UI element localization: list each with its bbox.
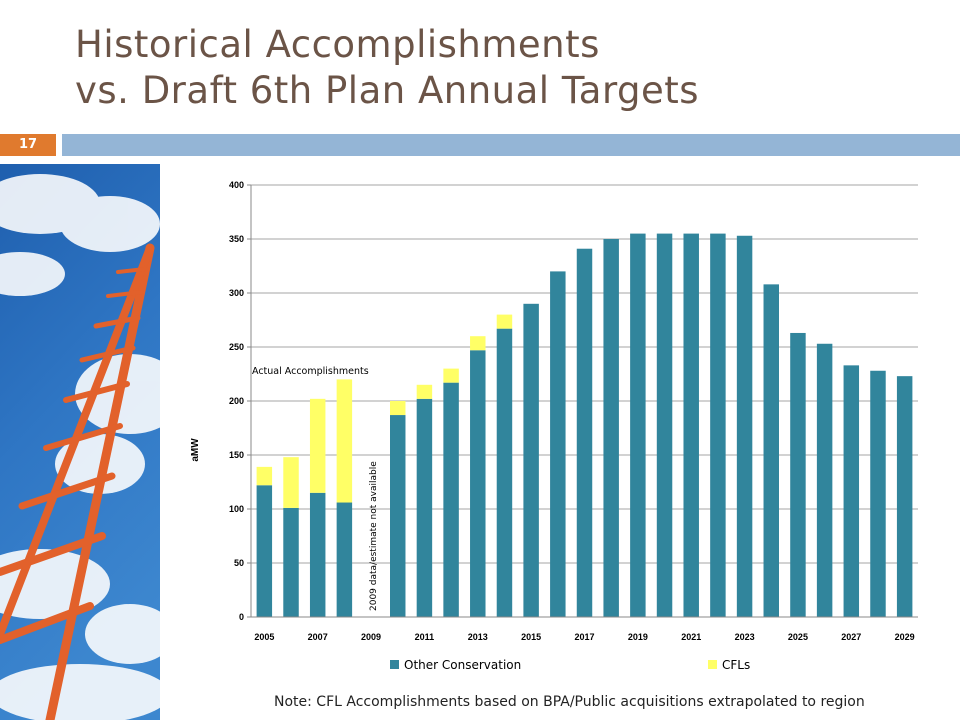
bar-cfls-2014 [496, 314, 513, 329]
x-tick-label-2015: 2015 [521, 632, 541, 642]
bar-other-conservation-2017 [576, 248, 593, 617]
y-tick-label-350: 350 [229, 234, 244, 244]
axis-layer: 0 50 100 150 200 250 300 350 400 2005 2007 2009 2011… [229, 180, 918, 642]
bar-layer [256, 233, 913, 617]
bar-cfls-2005 [256, 466, 273, 486]
chart-svg: 0 50 100 150 200 250 300 350 400 2005 2007 2009 2011… [190, 180, 918, 672]
x-tick-label-2007: 2007 [308, 632, 328, 642]
y-axis-label: aMW [190, 438, 201, 462]
y-tick-label-300: 300 [229, 288, 244, 298]
legend-swatch-cfls [708, 660, 717, 669]
bar-cfls-2013 [470, 336, 486, 351]
bar-other-conservation-2012 [443, 382, 459, 617]
x-tick-label-2005: 2005 [254, 632, 274, 642]
bar-other-conservation-2007 [309, 492, 326, 617]
x-tick-label-2021: 2021 [681, 632, 701, 642]
bar-other-conservation-2015 [523, 303, 539, 617]
bar-other-conservation-2027 [843, 365, 860, 617]
y-tick-label-400: 400 [229, 180, 244, 190]
title-line-2: vs. Draft 6th Plan Annual Targets [75, 69, 700, 112]
x-tick-label-2023: 2023 [735, 632, 755, 642]
bar-other-conservation-2010 [390, 415, 406, 617]
x-tick-label-2017: 2017 [574, 632, 594, 642]
bar-cfls-2006 [283, 457, 299, 508]
bar-cfls-2011 [416, 384, 433, 399]
header-bar [62, 134, 960, 156]
y-tick-label-50: 50 [234, 558, 244, 568]
bar-other-conservation-2021 [683, 233, 699, 617]
x-tick-label-2027: 2027 [841, 632, 861, 642]
bar-other-conservation-2025 [790, 332, 806, 617]
y-tick-label-0: 0 [239, 612, 244, 622]
x-tick-label-2029: 2029 [895, 632, 915, 642]
bar-other-conservation-2006 [283, 507, 299, 617]
legend-label-cfls: CFLs [722, 658, 750, 672]
bar-other-conservation-2019 [630, 233, 646, 617]
y-tick-label-150: 150 [229, 450, 244, 460]
y-tick-label-200: 200 [229, 396, 244, 406]
x-tick-label-2019: 2019 [628, 632, 648, 642]
na-2009-label: 2009 data/estimate not available [369, 461, 379, 611]
bar-other-conservation-2005 [256, 485, 273, 617]
slide-title: Historical Accomplishments vs. Draft 6th… [75, 22, 935, 114]
legend-swatch-other-conservation [390, 660, 399, 669]
bar-other-conservation-2023 [736, 235, 753, 617]
bar-other-conservation-2020 [656, 233, 673, 617]
slide-number: 17 [0, 134, 56, 156]
y-tick-label-100: 100 [229, 504, 244, 514]
bar-other-conservation-2022 [710, 233, 726, 617]
bar-other-conservation-2018 [603, 239, 619, 617]
bar-cfls-2012 [443, 368, 459, 383]
bar-cfls-2010 [390, 401, 406, 416]
bar-other-conservation-2016 [550, 271, 566, 617]
x-tick-label-2013: 2013 [468, 632, 488, 642]
bar-other-conservation-2026 [816, 343, 833, 617]
bar-other-conservation-2024 [763, 284, 779, 617]
legend: Other Conservation CFLs [390, 658, 750, 672]
x-tick-label-2009: 2009 [361, 632, 381, 642]
legend-label-other-conservation: Other Conservation [404, 658, 521, 672]
chart-note: Note: CFL Accomplishments based on BPA/P… [274, 694, 865, 710]
bar-cfls-2008 [336, 379, 353, 503]
bar-cfls-2007 [309, 398, 326, 493]
ladder-sky-illustration [0, 164, 160, 720]
actual-accomplishments-label: Actual Accomplishments [252, 366, 369, 377]
x-tick-label-2011: 2011 [415, 632, 435, 642]
aMW-chart: 0 50 100 150 200 250 300 350 400 2005 2007 2009 2011… [185, 170, 930, 690]
bar-other-conservation-2029 [896, 376, 913, 617]
bar-other-conservation-2011 [416, 398, 433, 617]
title-line-1: Historical Accomplishments [75, 23, 600, 66]
y-tick-label-250: 250 [229, 342, 244, 352]
bar-other-conservation-2013 [470, 350, 486, 617]
bar-other-conservation-2008 [336, 502, 353, 617]
x-tick-label-2025: 2025 [788, 632, 808, 642]
ladder-sky-image [0, 164, 160, 720]
bar-other-conservation-2014 [496, 328, 513, 617]
bar-other-conservation-2028 [870, 370, 886, 617]
